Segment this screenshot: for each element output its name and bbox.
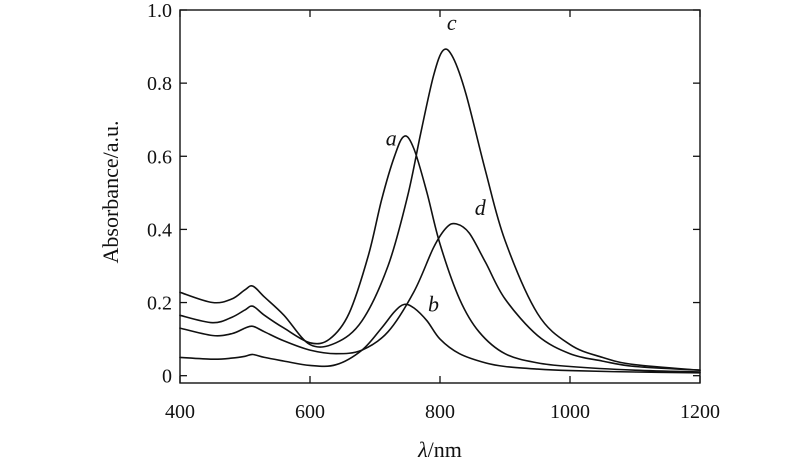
series-label-a: a: [386, 125, 397, 150]
tick-marks-group: [179, 9, 701, 383]
x-axis-label-symbol: λ: [417, 437, 428, 462]
x-axis-label: λ/nm: [417, 437, 462, 462]
x-tick-label: 600: [295, 401, 325, 423]
x-tick-label: 1200: [680, 401, 720, 423]
series-labels-group: a b c d: [386, 10, 487, 317]
x-tick-label: 400: [165, 401, 195, 423]
series-curve-d: [179, 222, 701, 371]
series-label-c: c: [447, 10, 457, 35]
y-tick-label: 0.6: [147, 146, 172, 168]
plot-frame-group: [179, 9, 701, 384]
y-tick-label: 0: [162, 366, 172, 388]
x-axis-label-unit: /nm: [428, 437, 462, 462]
y-tick-label: 0.8: [147, 73, 172, 95]
x-tick-label: 800: [425, 401, 455, 423]
series-curve-c: [179, 48, 701, 371]
series-label-b: b: [428, 292, 439, 317]
series-curve-b: [179, 303, 701, 374]
y-tick-label: 0.4: [147, 219, 172, 241]
series-curve-a: [179, 135, 701, 373]
curves-group: [179, 48, 701, 374]
y-axis-label: Absorbance/a.u.: [98, 121, 123, 264]
series-label-d: d: [475, 195, 487, 220]
tick-labels-group: 400 600 800 1000 1200 0 0.2 0.4 0.6 0.8 1.0: [147, 0, 720, 423]
y-tick-label: 1.0: [147, 0, 172, 22]
y-tick-label: 0.2: [147, 293, 172, 315]
plot-frame: [179, 9, 701, 384]
x-tick-label: 1000: [550, 401, 590, 423]
